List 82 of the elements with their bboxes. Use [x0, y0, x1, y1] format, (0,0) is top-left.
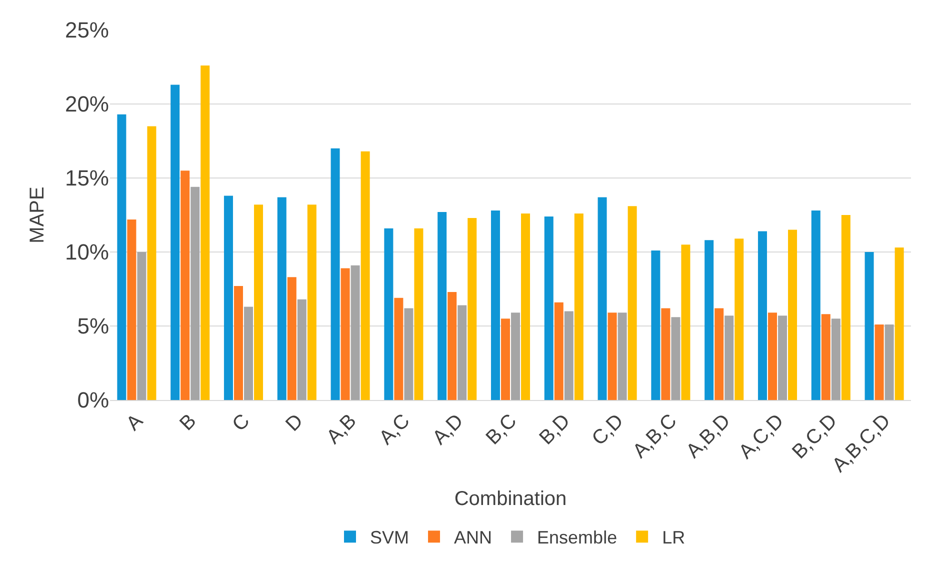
y-tick-label: 20% [64, 92, 109, 117]
bar [297, 299, 306, 400]
bar [778, 316, 788, 400]
bar [544, 216, 554, 400]
bar [618, 312, 627, 400]
bar [170, 84, 180, 400]
x-tick-label: D [282, 410, 308, 436]
x-tick-label: A,D [428, 410, 468, 450]
bar [704, 240, 714, 400]
bar [598, 197, 607, 400]
bar [831, 318, 840, 400]
bar [821, 314, 830, 400]
x-tick-label: B,C [482, 410, 522, 450]
x-tick-label: C,D [588, 410, 628, 450]
bar [564, 311, 574, 400]
bar [438, 212, 447, 400]
y-tick-label: 10% [64, 240, 109, 265]
bar [350, 265, 360, 400]
bar [521, 214, 530, 400]
bar [360, 151, 370, 400]
y-tick-label: 25% [64, 18, 109, 43]
bar [234, 286, 243, 400]
bar [661, 308, 670, 400]
bar [768, 312, 777, 400]
bar [628, 206, 637, 400]
bar [671, 317, 680, 400]
bar [894, 248, 904, 400]
y-tick-label: 15% [64, 166, 109, 191]
bar [137, 252, 146, 400]
bar [884, 324, 894, 400]
bar [244, 306, 254, 400]
y-axis-title: MAPE [26, 186, 48, 244]
legend-label: ANN [454, 528, 492, 548]
bar [384, 228, 394, 400]
bar [224, 196, 233, 400]
bar [287, 277, 296, 400]
bar [874, 324, 884, 400]
x-tick-label: A,B [322, 410, 361, 448]
bar [811, 210, 820, 400]
bar [651, 250, 660, 400]
bar [277, 197, 286, 400]
bar [758, 231, 767, 400]
bar [864, 252, 874, 400]
x-tick-label: A,C [375, 410, 414, 450]
bar [307, 204, 316, 400]
x-tick-label: A [122, 410, 148, 436]
bar [254, 204, 264, 400]
bar [788, 230, 798, 400]
bar [468, 218, 477, 400]
bar [724, 316, 734, 400]
bar [574, 214, 584, 400]
bar [147, 126, 156, 400]
bar [127, 219, 136, 400]
bar [511, 312, 520, 400]
bar [734, 238, 744, 400]
legend-label: Ensemble [537, 528, 618, 548]
bar [500, 318, 510, 400]
bar [200, 66, 210, 400]
bar [608, 312, 617, 400]
legend-label: SVM [370, 528, 410, 548]
x-tick-label: B [176, 410, 201, 436]
bar [190, 186, 200, 400]
bar [414, 228, 424, 400]
y-tick-label: 0% [77, 388, 109, 413]
bar [714, 308, 724, 400]
bar [330, 148, 340, 400]
bar [681, 244, 690, 400]
x-axis-title: Combination [454, 488, 567, 510]
x-tick-label: C [228, 410, 254, 436]
bar [340, 268, 350, 400]
legend-label: LR [662, 528, 686, 548]
x-tick-label: B,D [535, 410, 575, 450]
bar [554, 302, 564, 400]
bar [117, 114, 126, 400]
bar [841, 215, 850, 400]
bar [490, 210, 500, 400]
bar [180, 170, 190, 400]
bar [404, 308, 414, 400]
bar [394, 298, 404, 400]
bar [458, 305, 467, 400]
bar [448, 292, 457, 400]
y-tick-label: 5% [77, 314, 109, 339]
